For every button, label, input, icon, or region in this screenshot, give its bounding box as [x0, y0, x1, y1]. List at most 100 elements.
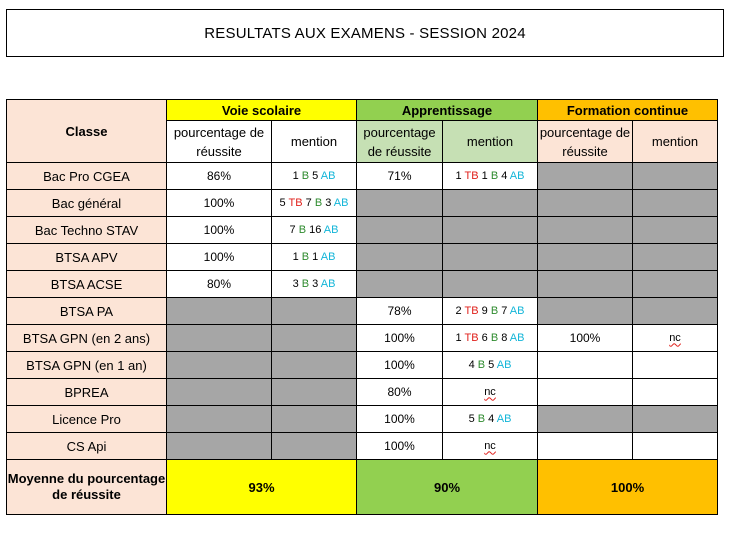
subheader-fc-pct: pourcentage de réussite [537, 120, 633, 163]
header-voie-scolaire: Voie scolaire [166, 99, 357, 121]
mention-b: 5 B [468, 412, 486, 425]
cell-voie-pct [166, 297, 272, 325]
cell-app-pct: 100% [356, 324, 443, 352]
table-row: Licence Pro 100% 5 B 4 AB [6, 405, 718, 433]
cell-voie-mention: 7 B 16 AB [271, 216, 357, 244]
average-voie: 93% [166, 459, 357, 515]
cell-voie-pct: 100% [166, 243, 272, 271]
mention-ab: 4 AB [488, 412, 512, 425]
table-row: BTSA GPN (en 2 ans) 100% 1 TB 6 B 8 AB 100%… [6, 324, 718, 352]
cell-app-mention [442, 270, 538, 298]
cell-voie-mention [271, 351, 357, 379]
subheader-voie-pct: pourcentage de réussite [166, 120, 272, 163]
mention-ab: 3 AB [312, 277, 336, 290]
cell-app-mention: 5 B 4 AB [442, 405, 538, 433]
cell-fc-pct: 100% [537, 324, 633, 352]
cell-fc-mention [632, 351, 718, 379]
table-row: CS Api 100% nc [6, 432, 718, 460]
cell-app-pct: 100% [356, 351, 443, 379]
cell-fc-pct [537, 216, 633, 244]
row-classe: Bac Pro CGEA [6, 162, 167, 190]
average-apprentissage: 90% [356, 459, 538, 515]
results-table: Classe Voie scolaire Apprentissage Forma… [6, 99, 718, 515]
cell-voie-mention [271, 405, 357, 433]
cell-fc-pct [537, 378, 633, 406]
cell-fc-pct [537, 297, 633, 325]
cell-fc-pct [537, 243, 633, 271]
cell-fc-mention [632, 297, 718, 325]
nc-text: nc [484, 439, 496, 452]
nc-text: nc [484, 385, 496, 398]
cell-app-mention: 1 TB 1 B 4 AB [442, 162, 538, 190]
cell-voie-mention [271, 297, 357, 325]
mention-ab: 4 AB [501, 169, 525, 182]
cell-fc-pct [537, 162, 633, 190]
row-classe: BTSA APV [6, 243, 167, 271]
cell-fc-pct [537, 189, 633, 217]
cell-fc-mention [632, 216, 718, 244]
cell-fc-pct [537, 405, 633, 433]
cell-app-mention: 4 B 5 AB [442, 351, 538, 379]
cell-voie-pct [166, 324, 272, 352]
cell-fc-pct [537, 432, 633, 460]
table-row: BTSA APV 100% 1 B 1 AB [6, 243, 718, 271]
table-row: BPREA 80% nc [6, 378, 718, 406]
average-formation: 100% [537, 459, 718, 515]
mention-b: 1 B [481, 169, 499, 182]
cell-app-mention [442, 243, 538, 271]
mention-b: 1 B [292, 169, 310, 182]
cell-app-pct: 100% [356, 432, 443, 460]
subheader-app-mention: mention [442, 120, 538, 163]
mention-ab: 5 AB [488, 358, 512, 371]
cell-voie-pct: 100% [166, 189, 272, 217]
cell-voie-pct [166, 378, 272, 406]
mention-ab: 1 AB [312, 250, 336, 263]
row-classe: Bac général [6, 189, 167, 217]
page-title: RESULTATS AUX EXAMENS - SESSION 2024 [6, 9, 724, 57]
cell-fc-mention [632, 432, 718, 460]
header-formation-continue: Formation continue [537, 99, 718, 121]
cell-app-mention [442, 189, 538, 217]
cell-fc-mention [632, 162, 718, 190]
cell-voie-pct [166, 405, 272, 433]
cell-fc-mention: nc [632, 324, 718, 352]
cell-app-pct [356, 216, 443, 244]
cell-fc-pct [537, 270, 633, 298]
cell-app-pct [356, 270, 443, 298]
row-classe: BTSA ACSE [6, 270, 167, 298]
table-row: BTSA ACSE 80% 3 B 3 AB [6, 270, 718, 298]
mention-tb: 5 TB [279, 196, 303, 209]
mention-ab: 8 AB [501, 331, 525, 344]
cell-app-pct: 80% [356, 378, 443, 406]
table-row: Bac général 100% 5 TB 7 B 3 AB [6, 189, 718, 217]
cell-fc-mention [632, 405, 718, 433]
cell-fc-mention [632, 378, 718, 406]
cell-voie-pct: 86% [166, 162, 272, 190]
cell-voie-mention: 3 B 3 AB [271, 270, 357, 298]
mention-b: 7 B [305, 196, 323, 209]
mention-ab: 5 AB [312, 169, 336, 182]
table-row: Bac Pro CGEA 86% 1 B 5 AB 71% 1 TB 1 B 4 AB [6, 162, 718, 190]
mention-ab: 7 AB [501, 304, 525, 317]
table-row: Bac Techno STAV 100% 7 B 16 AB [6, 216, 718, 244]
cell-app-mention: nc [442, 378, 538, 406]
cell-voie-pct: 100% [166, 216, 272, 244]
mention-b: 4 B [468, 358, 486, 371]
cell-app-pct: 71% [356, 162, 443, 190]
mention-b: 7 B [289, 223, 307, 236]
cell-voie-pct [166, 351, 272, 379]
cell-app-mention [442, 216, 538, 244]
mention-tb: 1 TB [455, 331, 479, 344]
mention-b: 3 B [292, 277, 310, 290]
mention-b: 6 B [481, 331, 499, 344]
cell-app-pct: 100% [356, 405, 443, 433]
table-row: BTSA PA 78% 2 TB 9 B 7 AB [6, 297, 718, 325]
cell-app-pct: 78% [356, 297, 443, 325]
mention-ab: 3 AB [325, 196, 349, 209]
cell-app-pct [356, 189, 443, 217]
row-classe: CS Api [6, 432, 167, 460]
subheader-voie-mention: mention [271, 120, 357, 163]
nc-text: nc [669, 331, 681, 344]
cell-app-mention: 1 TB 6 B 8 AB [442, 324, 538, 352]
cell-voie-mention [271, 324, 357, 352]
